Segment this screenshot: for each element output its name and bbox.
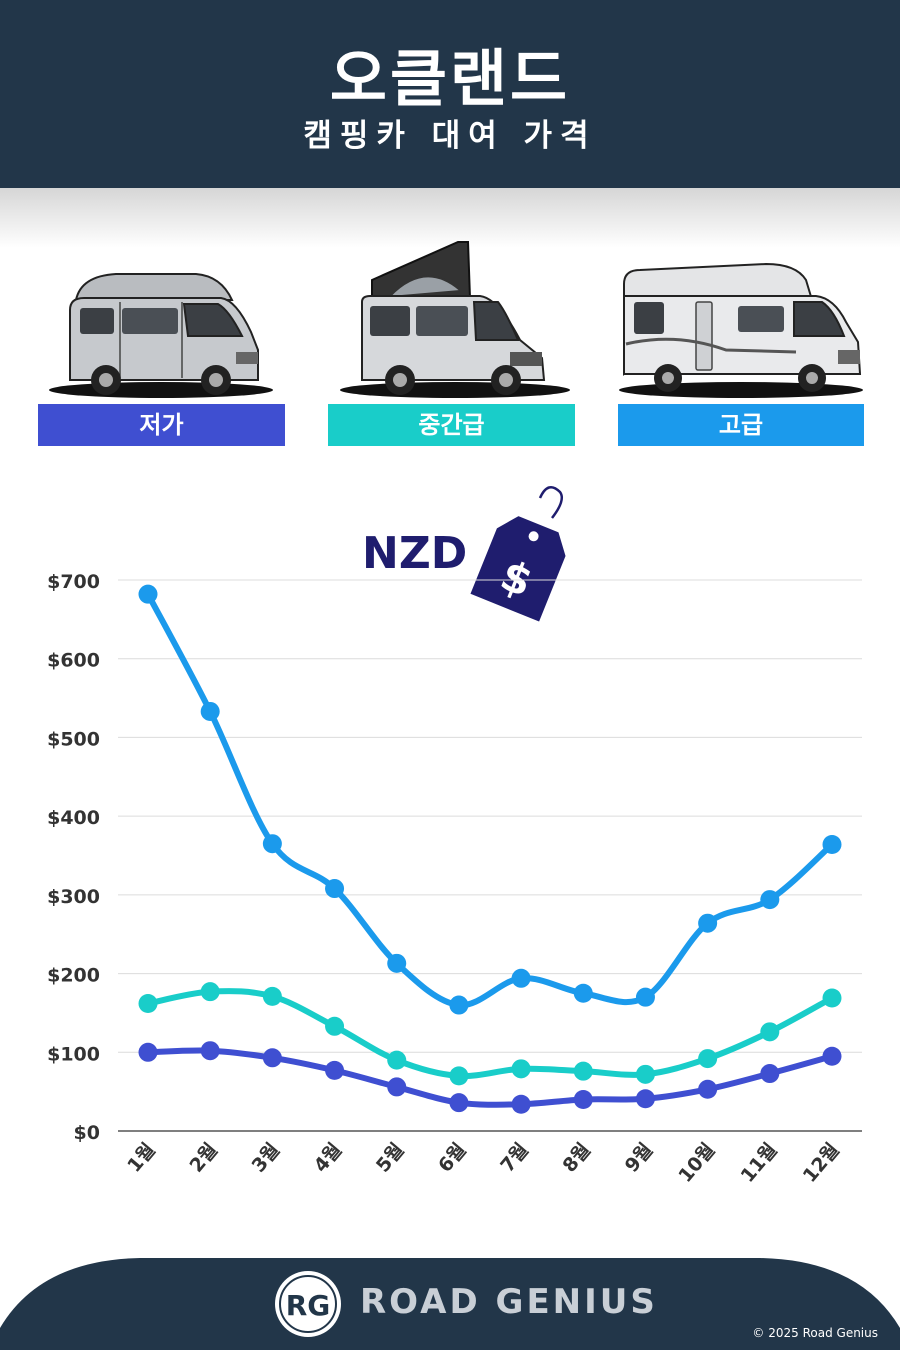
data-point (760, 890, 780, 910)
x-tick-label: 8월 (559, 1139, 596, 1177)
data-point (635, 1064, 655, 1084)
logo-text: RG (286, 1289, 331, 1322)
road-genius-logo-icon: RG (275, 1271, 341, 1337)
data-point (200, 701, 220, 721)
copyright-text: © 2025 Road Genius (752, 1326, 878, 1340)
series-line (145, 592, 835, 1009)
y-tick-label: $100 (47, 1043, 100, 1065)
header-shadow (0, 188, 900, 248)
x-tick-label: 1월 (123, 1139, 160, 1177)
price-tag-icon: $ (467, 485, 568, 625)
data-point (698, 1049, 718, 1069)
category-budget-label: 저가 (38, 404, 285, 446)
data-point (387, 1077, 407, 1097)
data-point (200, 1041, 220, 1061)
data-point (573, 1090, 593, 1110)
x-tick-label: 2월 (185, 1139, 222, 1177)
data-point (449, 1093, 469, 1113)
data-point (698, 913, 718, 933)
data-point (200, 982, 220, 1002)
y-axis: $0 $100 $200 $300 $400 $500 $600 $700 (47, 571, 100, 1144)
x-axis: 1월 2월 3월 4월 5월 6월 7월 8월 9월 10월 11월 12월 (123, 1139, 844, 1187)
header-banner: 오클랜드 캠핑카 대여 가격 (0, 0, 900, 188)
x-tick-label: 10월 (674, 1139, 719, 1187)
campervan-highroof-icon (49, 273, 273, 398)
data-point (325, 879, 345, 899)
campervan-poptop-icon (340, 241, 570, 398)
category-midrange-label: 중간급 (328, 404, 575, 446)
series-line (147, 988, 834, 1080)
x-tick-label: 11월 (737, 1139, 782, 1187)
data-point (262, 986, 282, 1006)
x-tick-label: 9월 (621, 1139, 658, 1177)
price-line-chart: NZD $ $0 $100 $200 $300 $400 $500 $600 $700 1월 2… (47, 485, 862, 1187)
y-tick-label: $400 (47, 807, 100, 829)
page-subtitle: 캠핑카 대여 가격 (303, 118, 597, 154)
page-title: 오클랜드 (329, 42, 571, 115)
data-point (262, 1048, 282, 1068)
x-tick-label: 3월 (248, 1139, 285, 1177)
x-tick-label: 6월 (434, 1139, 471, 1177)
data-point (325, 1060, 345, 1080)
chart-series (138, 584, 842, 1114)
currency-label: NZD (362, 528, 467, 579)
x-tick-label: 4월 (310, 1139, 347, 1177)
y-tick-label: $500 (47, 728, 100, 750)
data-point (822, 1046, 842, 1066)
data-point (138, 1042, 158, 1062)
data-point (635, 987, 655, 1007)
chart-grid (118, 579, 862, 1132)
data-point (138, 584, 158, 604)
data-point (449, 995, 469, 1015)
footer-banner (0, 1258, 900, 1350)
data-point (511, 1094, 531, 1114)
motorhome-icon (619, 262, 863, 398)
x-tick-label: 5월 (372, 1139, 409, 1177)
y-tick-label: $700 (47, 571, 100, 593)
category-premium-label: 고급 (618, 404, 864, 446)
data-point (760, 1022, 780, 1042)
data-point (822, 834, 842, 854)
data-point (635, 1089, 655, 1109)
y-tick-label: $0 (74, 1122, 100, 1144)
x-tick-label: 7월 (496, 1139, 533, 1177)
series-line (147, 1047, 833, 1108)
brand-name: ROAD GENIUS (360, 1282, 658, 1322)
data-point (449, 1066, 469, 1086)
data-point (511, 968, 531, 988)
data-point (760, 1064, 780, 1084)
data-point (387, 953, 407, 973)
data-point (387, 1050, 407, 1070)
data-point (138, 993, 158, 1013)
data-point (698, 1079, 718, 1099)
y-tick-label: $200 (47, 965, 100, 987)
y-tick-label: $600 (47, 650, 100, 672)
data-point (822, 988, 842, 1008)
data-point (573, 1061, 593, 1081)
x-tick-label: 12월 (799, 1139, 844, 1187)
data-point (325, 1016, 345, 1036)
data-point (511, 1059, 531, 1079)
data-point (573, 983, 593, 1003)
data-point (262, 834, 282, 854)
y-tick-label: $300 (47, 886, 100, 908)
